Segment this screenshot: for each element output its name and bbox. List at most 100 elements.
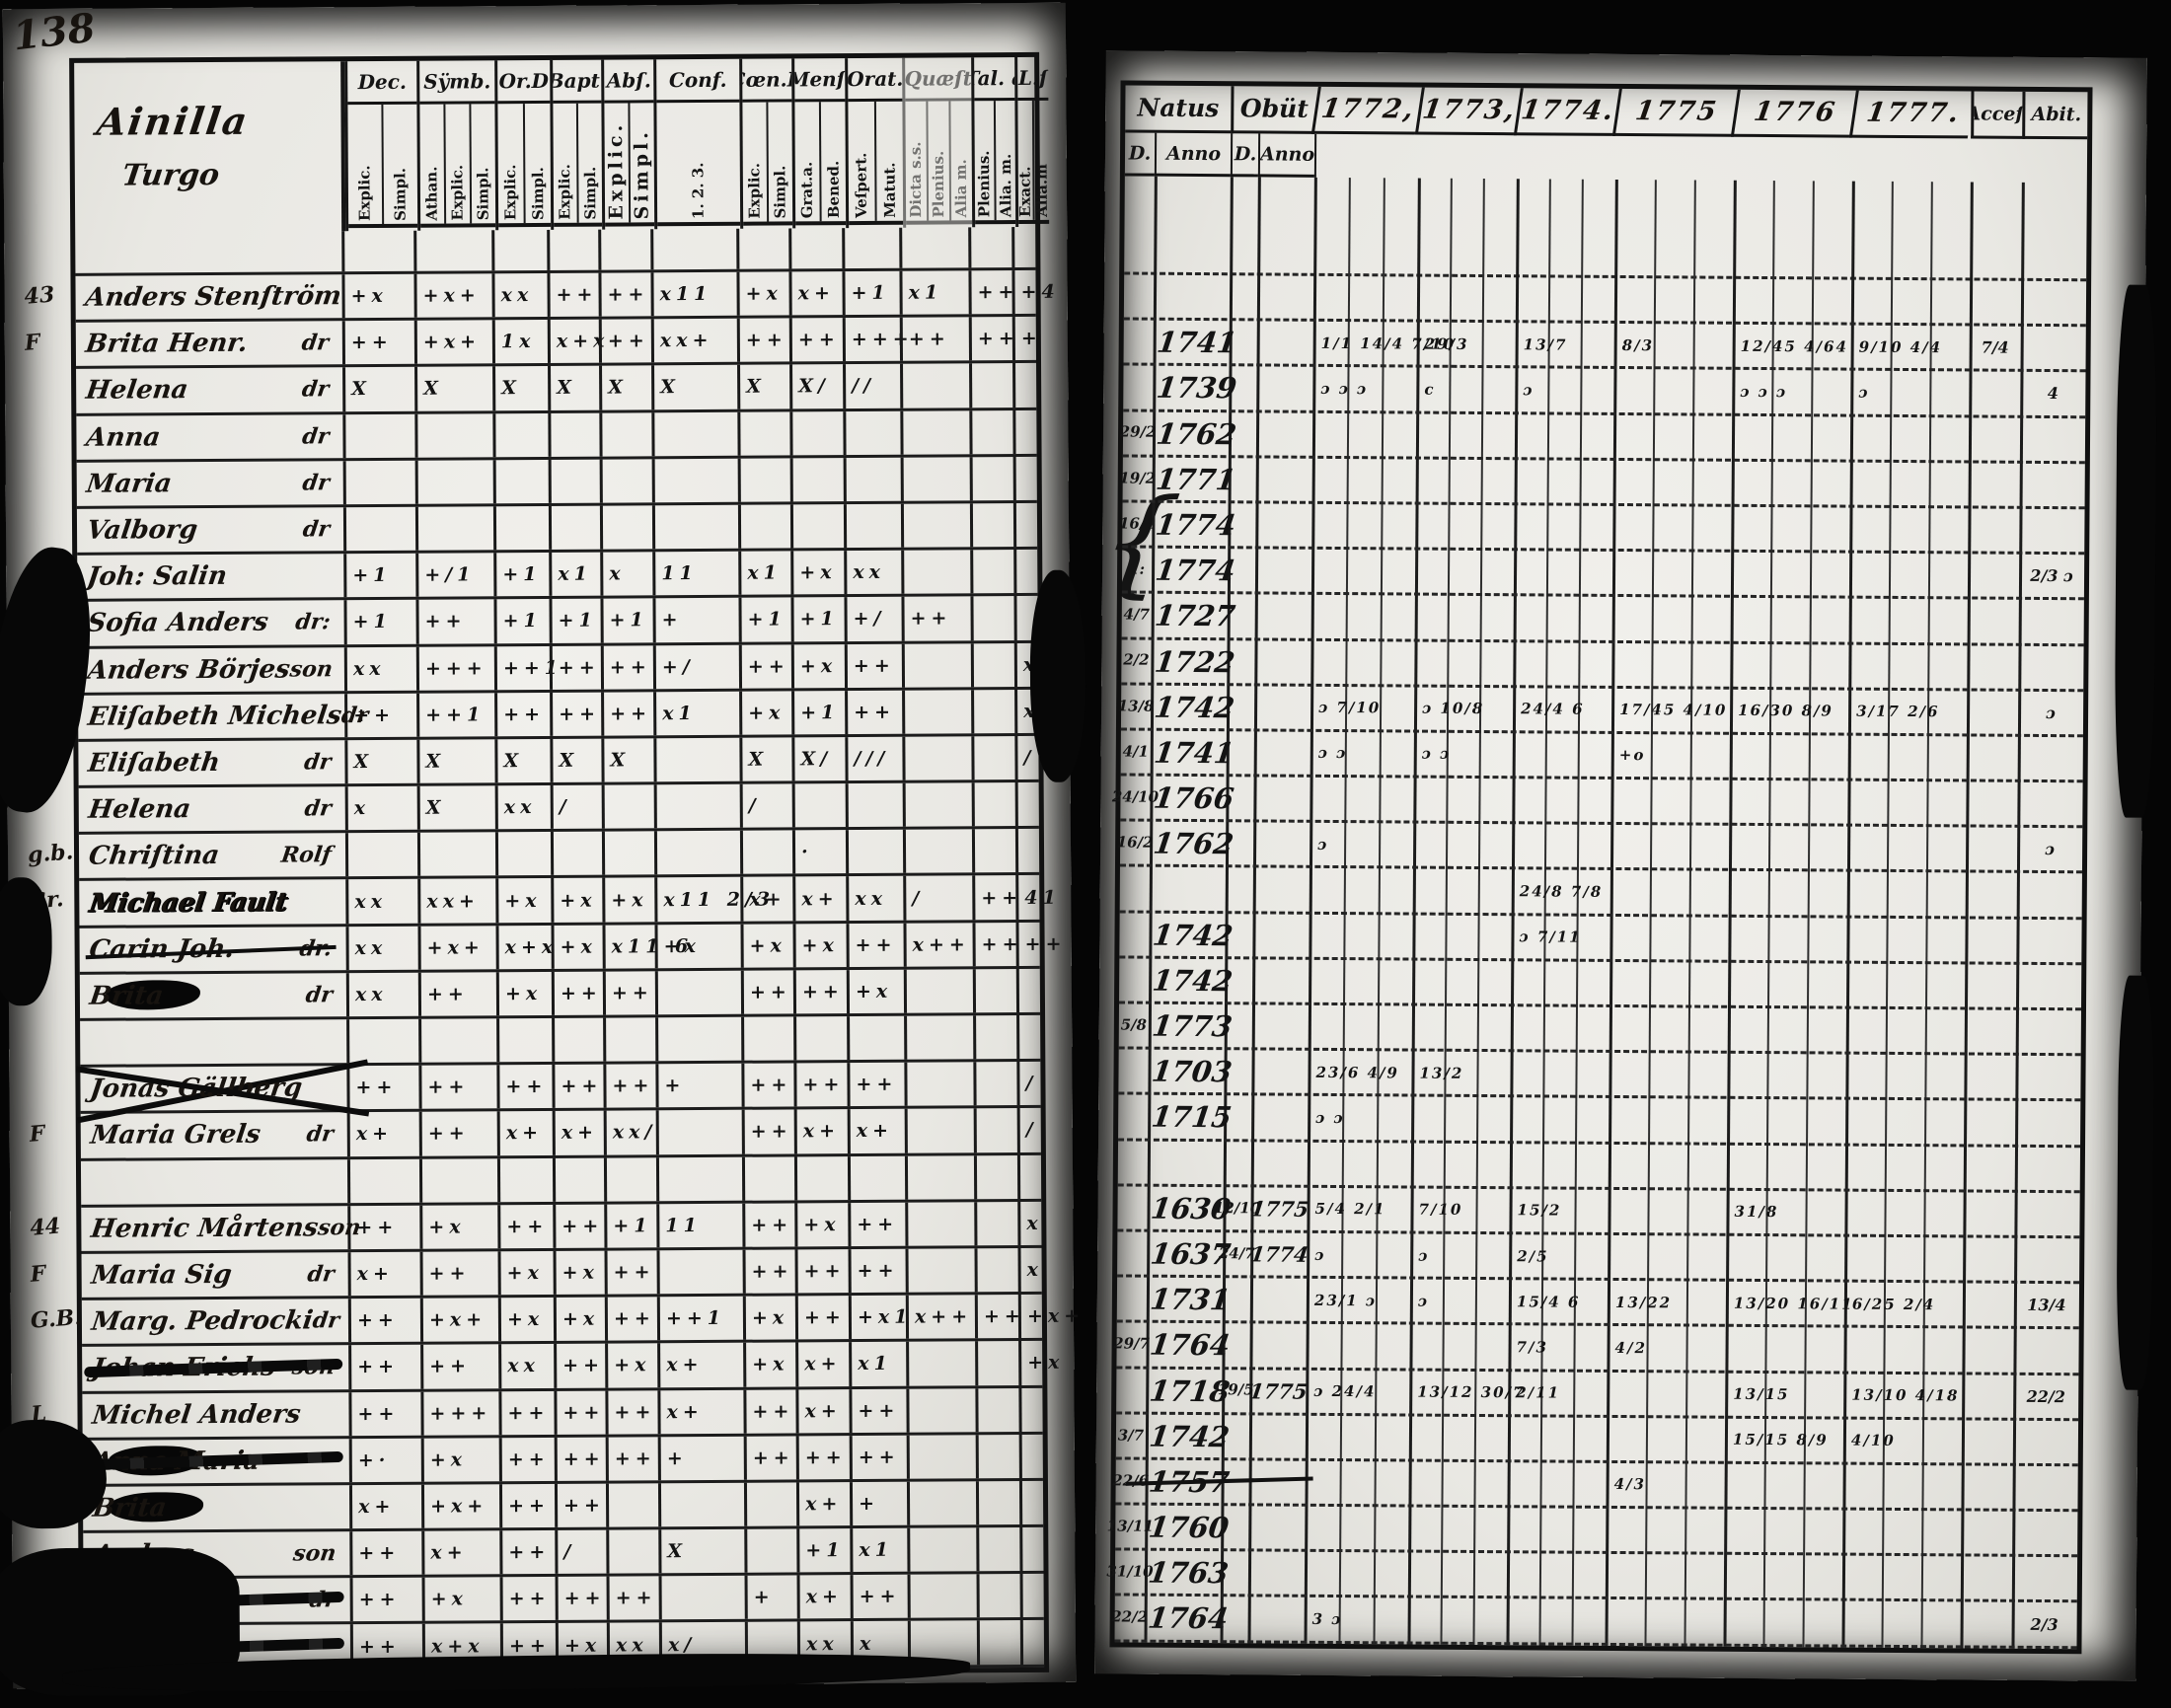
year-cell-1776 xyxy=(1731,553,1849,596)
table-row: 1715 ɔ ɔ xyxy=(1118,1094,2081,1148)
mark-cell-conf: x+ xyxy=(657,1389,744,1434)
mark-cell-coend xyxy=(744,1528,797,1573)
year-cell-1774 xyxy=(1515,414,1613,458)
mark-cell-ls: + xyxy=(1011,317,1047,361)
natus-day: 5/8 xyxy=(1120,1015,1148,1034)
acces-cell xyxy=(1966,828,2017,871)
year-cell-1775 xyxy=(1613,415,1732,459)
name-suffix: dr. xyxy=(298,934,335,962)
obiit-year xyxy=(1254,322,1316,365)
mark-cell-bapt: ++ xyxy=(549,645,602,690)
acces-cell xyxy=(1961,1465,2012,1509)
mark-cell-conf: + xyxy=(657,1436,744,1481)
year-cell-1773: ɔ 10/8 xyxy=(1422,699,1485,718)
dates-table-body: 1741 1/1 14/4 7/10 29/3 13/7 8/3 12/45 4… xyxy=(1106,176,2087,1649)
mark-cell-abs: X xyxy=(599,365,652,410)
mark-cell-ord: ++ xyxy=(498,1437,555,1482)
mark-cell-abs xyxy=(601,831,655,876)
mark-cell-bapt: +1 xyxy=(549,598,601,643)
mark-cell-ls xyxy=(1012,502,1048,548)
mark-cell-mens xyxy=(789,457,844,502)
year-cell-1773 xyxy=(1415,504,1514,548)
ink-blot xyxy=(2116,975,2155,1390)
year-cell-1775 xyxy=(1609,1098,1727,1142)
margin-note xyxy=(25,420,72,424)
acces-cell xyxy=(1964,1101,2015,1145)
person-name: Joh: Salin xyxy=(85,561,229,593)
column-header: Menſ. Grat.a. Bened. xyxy=(791,58,847,229)
year-cell-1775 xyxy=(1610,962,1728,1005)
mark-cell-tala xyxy=(969,502,1014,548)
person-name: Anna Maria xyxy=(90,1446,262,1477)
margin-note: 43 xyxy=(23,281,56,310)
natus-year: 1764 xyxy=(1148,1327,1233,1363)
year-cell-1776 xyxy=(1727,1145,1845,1188)
mark-cell-bapt xyxy=(552,1017,604,1063)
column-subheaders: Veſpert. Matut. xyxy=(848,101,904,226)
year-cell-1775: +o xyxy=(1618,746,1646,765)
year-cell-1774 xyxy=(1513,733,1611,777)
mark-cell-symb: ++ xyxy=(419,1251,498,1296)
name-suffix: Rolf xyxy=(279,842,334,868)
mark-cell-coend: +x xyxy=(742,1296,796,1341)
mark-cell-bapt: ++ xyxy=(547,272,599,318)
name-cell: F Brita Henr. dr xyxy=(24,321,342,366)
mark-cell-mens xyxy=(791,783,846,828)
mark-cell-bapt: / xyxy=(555,1529,607,1575)
name-cell: F. Carin Joh. dr. xyxy=(28,927,346,972)
abit-cell xyxy=(2014,1193,2079,1236)
year-cell-1777 xyxy=(1842,1511,1961,1554)
subcolumn-label: Simpl. xyxy=(469,104,496,224)
table-row xyxy=(1123,274,2087,328)
column-subheaders: Grat.a. Bened. xyxy=(794,102,847,226)
year-cell-1777 xyxy=(1849,554,1968,597)
year-cell-1777 xyxy=(1845,1146,1964,1189)
mark-cell-tala xyxy=(976,1574,1020,1618)
year-cell-1773 xyxy=(1417,277,1516,321)
mark-cell-dec: ++ xyxy=(348,1391,421,1436)
mark-cell-bapt: x1 xyxy=(549,552,601,597)
mark-cell-mens: x+ xyxy=(792,876,847,922)
mark-cell-bapt xyxy=(552,1157,605,1202)
mark-cell-conf xyxy=(653,831,741,875)
mark-cell-orat: ++ xyxy=(850,1574,908,1619)
mark-cell-ls xyxy=(1018,1434,1053,1478)
mark-cell-tala xyxy=(969,456,1013,501)
year-cell-1772 xyxy=(1308,1142,1411,1185)
mark-cell-tala xyxy=(976,1620,1021,1665)
name-cell xyxy=(81,1159,347,1205)
year-cell-1772: 1/1 14/4 7/10 xyxy=(1320,334,1457,353)
mark-cell-coend: ++ xyxy=(736,318,790,363)
subcolumn-label: Simpl. xyxy=(522,103,552,224)
acces-cell xyxy=(1968,555,2019,598)
year-cell-1776 xyxy=(1730,643,1848,687)
obiit-year xyxy=(1253,458,1315,501)
mark-cell-symb: X xyxy=(416,785,495,831)
mark-cell-mens xyxy=(789,504,845,549)
subcolumn-label: Explic. xyxy=(745,162,764,219)
obiit-year xyxy=(1249,1004,1311,1048)
mark-cell-bapt: x+x xyxy=(547,319,610,364)
column-subheaders: Explic. Simpl. xyxy=(497,103,552,228)
obiit-header: Obüt xyxy=(1231,86,1315,134)
name-cell: Helena dr xyxy=(79,786,345,832)
margin-note: G.B. xyxy=(30,1304,83,1334)
mark-cell-ls xyxy=(1012,456,1047,500)
mark-cell-bapt: ++ xyxy=(550,692,602,736)
year-cell-1775 xyxy=(1607,1418,1725,1461)
mark-cell-abs: +1 xyxy=(600,598,653,643)
mark-cell-mens: x+ xyxy=(795,1342,850,1386)
subcolumn-label: Explic. xyxy=(443,104,471,224)
mark-cell-abs: ++ xyxy=(604,1250,657,1295)
year-cell-1773: 13/12 30/7 xyxy=(1417,1382,1526,1402)
examination-table: Dec. Explic. Simpl. Sÿmb. Athan. xyxy=(24,51,1085,1678)
table-row: Johan Erichs son ++ ++ xx ++ +x x+ +x x+… xyxy=(82,1341,1065,1394)
year-cell-1774 xyxy=(1514,551,1612,594)
year-cell-1777 xyxy=(1845,1100,1964,1144)
year-cell-1777 xyxy=(1847,872,1966,916)
abit-cell: 22/2 xyxy=(2026,1386,2065,1406)
mark-cell-ord xyxy=(494,832,552,876)
abit-cell xyxy=(2017,782,2082,826)
mark-cell-quaest: / xyxy=(903,875,973,921)
mark-cell-orat: x+ xyxy=(847,1109,905,1153)
